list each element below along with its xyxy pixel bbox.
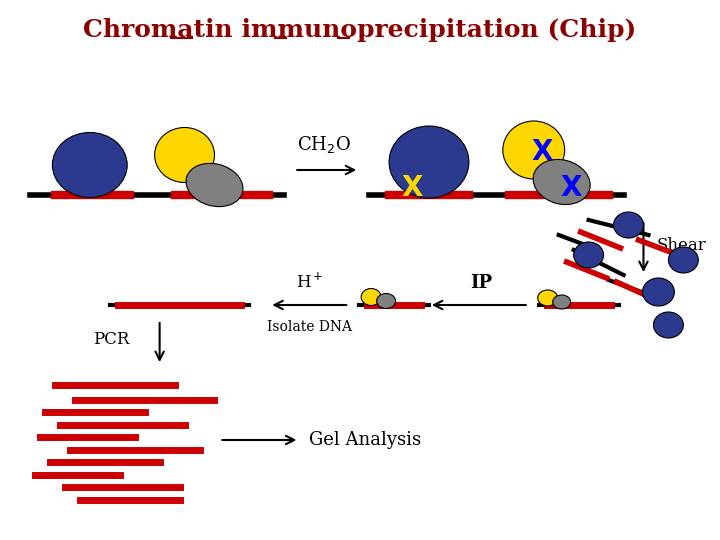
Ellipse shape — [155, 127, 215, 183]
Ellipse shape — [654, 312, 683, 338]
Text: Chromatin immunoprecipitation (Chip): Chromatin immunoprecipitation (Chip) — [83, 18, 636, 42]
Ellipse shape — [53, 132, 127, 198]
Text: PCR: PCR — [94, 332, 130, 348]
Ellipse shape — [642, 278, 675, 306]
Ellipse shape — [377, 294, 395, 308]
Ellipse shape — [503, 121, 564, 179]
Ellipse shape — [389, 126, 469, 198]
Text: Shear: Shear — [657, 237, 706, 253]
Text: Isolate DNA: Isolate DNA — [267, 320, 352, 334]
Text: Gel Analysis: Gel Analysis — [310, 431, 421, 449]
Text: X: X — [401, 174, 423, 202]
Ellipse shape — [668, 247, 698, 273]
Text: IP: IP — [469, 274, 492, 292]
Ellipse shape — [613, 212, 644, 238]
Ellipse shape — [533, 159, 590, 205]
Text: X: X — [561, 174, 582, 202]
Text: X: X — [531, 138, 552, 166]
Ellipse shape — [361, 288, 381, 306]
Text: H$^+$: H$^+$ — [295, 273, 323, 292]
Ellipse shape — [186, 164, 243, 207]
Ellipse shape — [574, 242, 603, 268]
Text: CH$_2$O: CH$_2$O — [297, 134, 351, 155]
Ellipse shape — [553, 295, 571, 309]
Ellipse shape — [538, 290, 558, 306]
